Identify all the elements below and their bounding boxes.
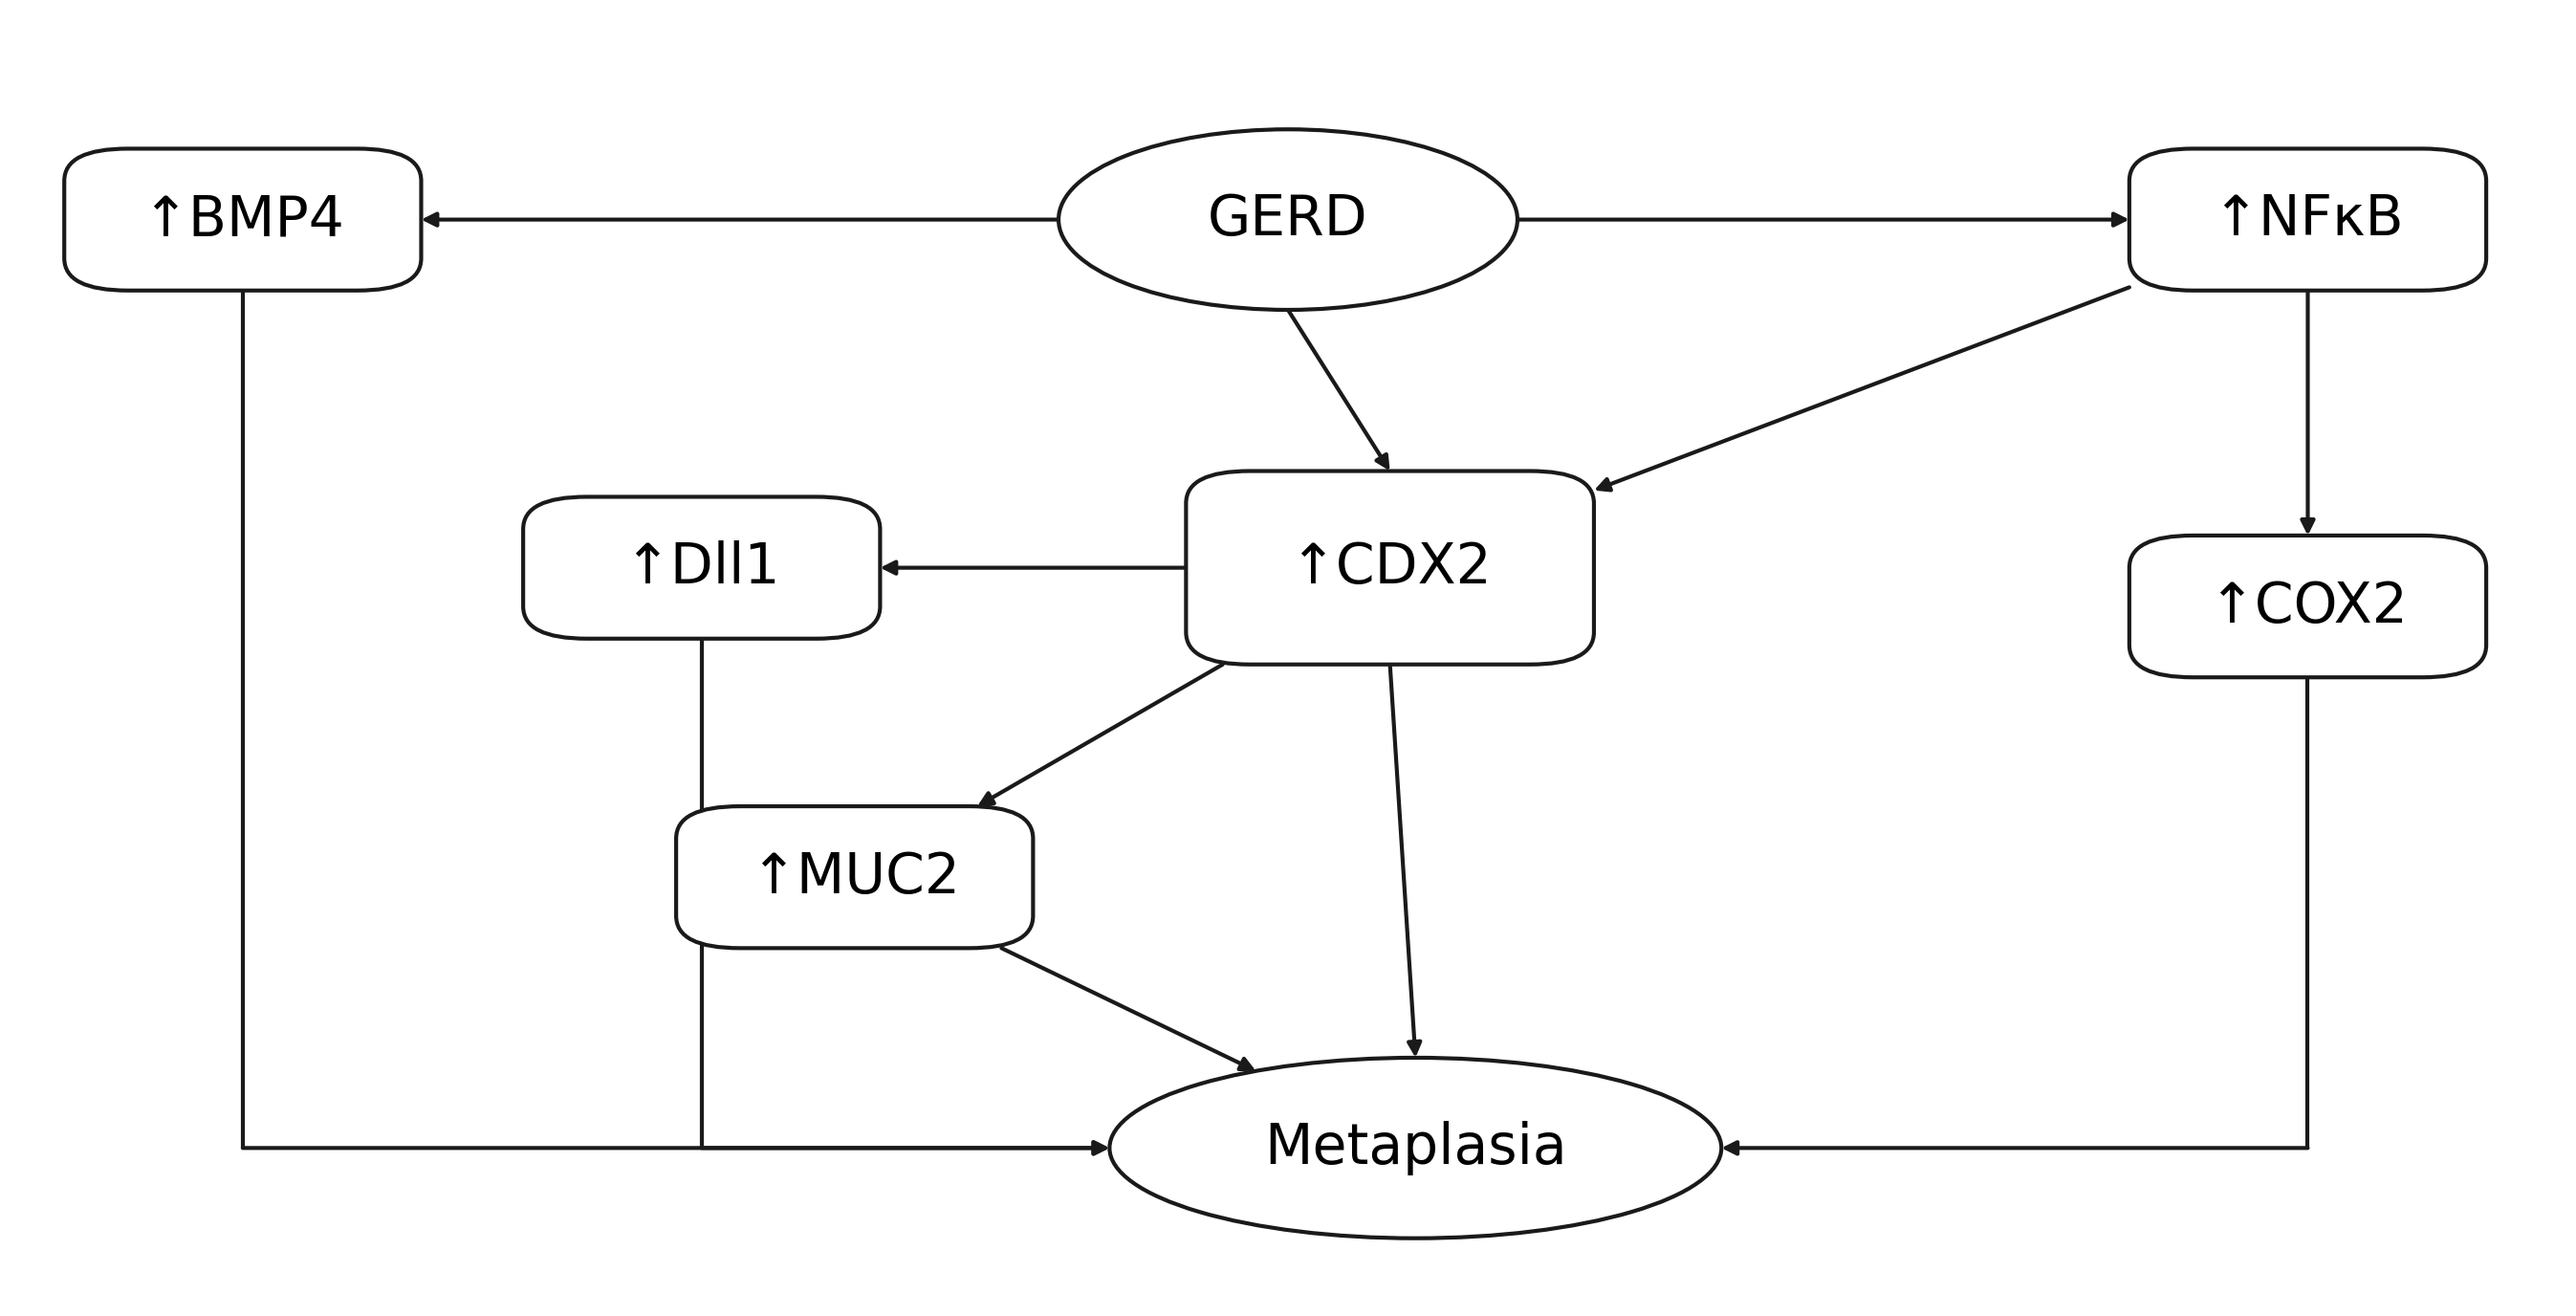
FancyBboxPatch shape — [523, 497, 881, 638]
Text: ↑MUC2: ↑MUC2 — [750, 850, 961, 904]
FancyBboxPatch shape — [2130, 149, 2486, 291]
FancyBboxPatch shape — [1185, 471, 1595, 665]
FancyBboxPatch shape — [675, 807, 1033, 948]
Text: ↑CDX2: ↑CDX2 — [1288, 541, 1492, 595]
Text: ↑NFκB: ↑NFκB — [2213, 192, 2403, 247]
Ellipse shape — [1110, 1058, 1721, 1238]
FancyBboxPatch shape — [2130, 536, 2486, 678]
Text: ↑BMP4: ↑BMP4 — [142, 192, 345, 247]
Text: Metaplasia: Metaplasia — [1265, 1121, 1566, 1175]
Text: GERD: GERD — [1208, 192, 1368, 247]
Ellipse shape — [1059, 129, 1517, 309]
FancyBboxPatch shape — [64, 149, 422, 291]
Text: ↑COX2: ↑COX2 — [2208, 579, 2409, 634]
Text: ↑Dll1: ↑Dll1 — [623, 541, 781, 595]
